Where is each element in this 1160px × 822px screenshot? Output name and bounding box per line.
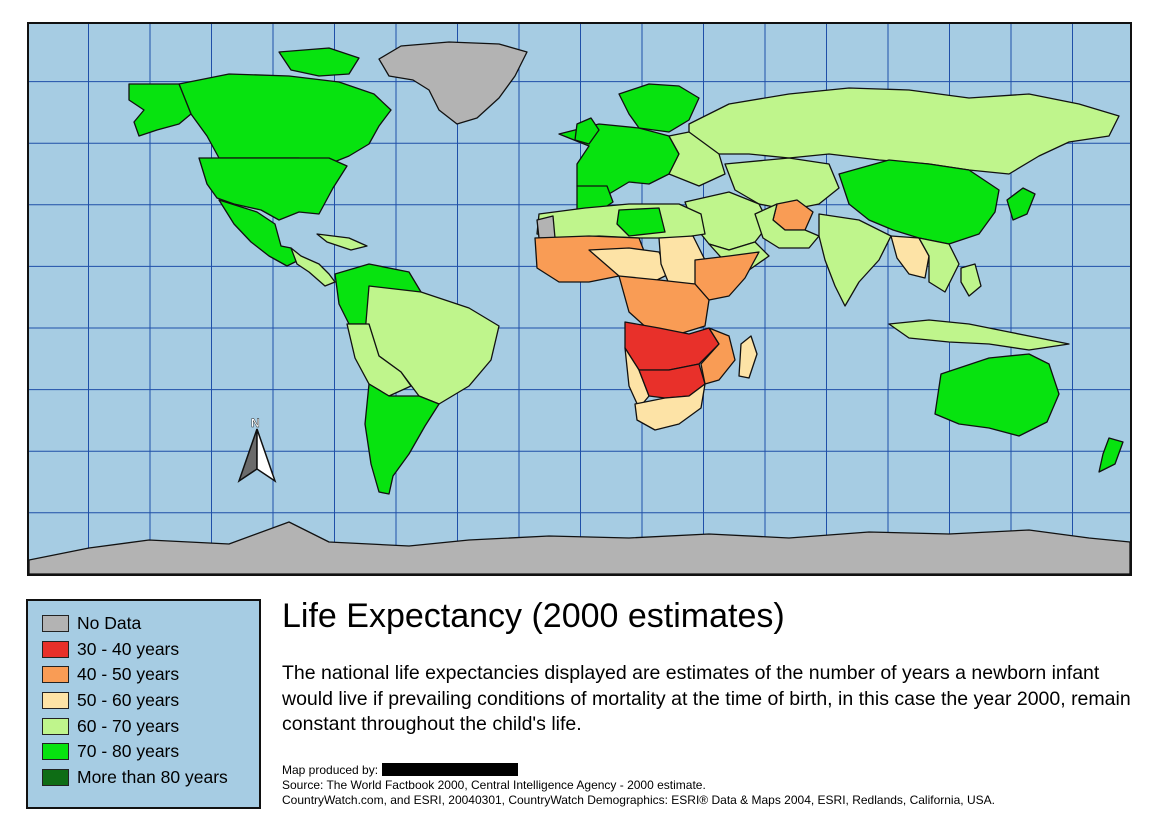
- canada: [178, 73, 392, 165]
- north-arrow: N: [237, 416, 277, 483]
- legend-label: 70 - 80 years: [77, 741, 180, 762]
- legend-swatch: [42, 768, 69, 786]
- land-layer: [29, 41, 1130, 574]
- united-states: [198, 157, 348, 221]
- legend-swatch: [42, 666, 69, 684]
- legend-item: 30 - 40 years: [42, 637, 259, 663]
- eastern-europe: [668, 131, 726, 187]
- legend-item: 60 - 70 years: [42, 713, 259, 739]
- russia: [688, 87, 1120, 175]
- legend-label: More than 80 years: [77, 766, 228, 787]
- produced-by-line: Map produced by:: [282, 763, 995, 778]
- indonesia: [888, 319, 1070, 351]
- legend-label: 40 - 50 years: [77, 664, 180, 685]
- philippines: [960, 263, 982, 297]
- map-legend: No Data 30 - 40 years 40 - 50 years 50 - 60…: [26, 599, 261, 809]
- greenland: [378, 41, 528, 125]
- legend-label: 30 - 40 years: [77, 638, 180, 659]
- legend-label: No Data: [77, 613, 142, 634]
- uk-ireland: [574, 117, 600, 145]
- kazakhstan-central-asia: [724, 157, 840, 211]
- iran-pakistan: [754, 203, 820, 249]
- central-america: [290, 247, 336, 287]
- alaska: [128, 83, 192, 137]
- peru-bolivia: [346, 323, 412, 397]
- new-zealand: [1098, 437, 1124, 473]
- legend-swatch: [42, 743, 69, 761]
- libya: [616, 207, 666, 237]
- south-africa: [634, 383, 706, 431]
- legend-swatch: [42, 615, 69, 633]
- australia: [934, 353, 1060, 437]
- legend-item: 50 - 60 years: [42, 688, 259, 714]
- arctic-islands: [278, 47, 360, 77]
- legend-swatch: [42, 692, 69, 710]
- map-description: The national life expectancies displayed…: [282, 662, 1131, 735]
- attribution-line: CountryWatch.com, and ESRI, 20040301, Co…: [282, 793, 995, 807]
- japan: [1006, 187, 1036, 221]
- legend-swatch: [42, 717, 69, 735]
- legend-label: 50 - 60 years: [77, 690, 180, 711]
- map-canvas: N: [29, 24, 1130, 574]
- west-sahara: [536, 215, 556, 239]
- north-arrow-left: [237, 428, 258, 483]
- legend-item: No Data: [42, 611, 259, 637]
- legend-item: 70 - 80 years: [42, 739, 259, 765]
- page-title: Life Expectancy (2000 estimates): [282, 597, 785, 635]
- produced-by-label: Map produced by:: [282, 763, 379, 777]
- world-map: N: [27, 22, 1132, 576]
- legend-item: More than 80 years: [42, 765, 259, 791]
- madagascar: [738, 335, 758, 379]
- mozambique: [700, 327, 736, 385]
- redacted-author-block: [382, 763, 519, 776]
- scandinavia: [618, 83, 700, 133]
- legend-swatch: [42, 640, 69, 658]
- horn-of-africa: [694, 251, 760, 301]
- legend-label: 60 - 70 years: [77, 715, 180, 736]
- central-africa: [618, 275, 710, 335]
- legend-item: 40 - 50 years: [42, 662, 259, 688]
- india: [818, 213, 892, 307]
- china: [838, 159, 1000, 245]
- caribbean: [316, 233, 368, 251]
- north-arrow-right: [256, 428, 277, 483]
- indochina: [918, 237, 960, 293]
- source-line: Source: The World Factbook 2000, Central…: [282, 778, 706, 792]
- north-arrow-label: N: [251, 416, 260, 430]
- credits: Map produced by: Source: The World Factb…: [282, 763, 995, 808]
- southern-cone: [364, 383, 440, 495]
- antarctica: [29, 521, 1130, 574]
